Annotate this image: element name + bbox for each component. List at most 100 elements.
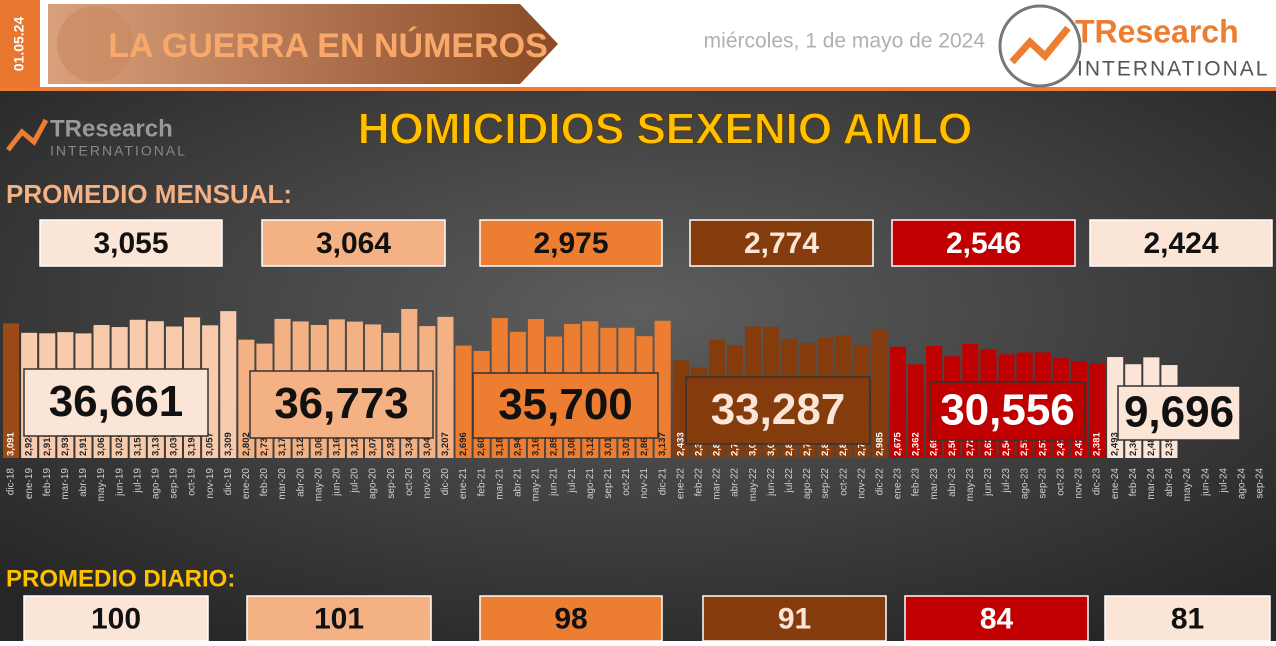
x-tick-label: feb-21 — [476, 468, 487, 497]
value-label: 2,691 — [929, 432, 940, 456]
daily-avg-text: 81 — [1171, 602, 1204, 635]
value-label: 2,802 — [241, 432, 252, 456]
value-label: 2,488 — [1146, 432, 1157, 456]
value-label: 3,036 — [168, 432, 179, 456]
x-tick-label: jun-20 — [331, 468, 342, 497]
x-tick-label: may-23 — [965, 468, 976, 502]
x-tick-label: feb-24 — [1128, 468, 1139, 497]
x-tick-label: dic-19 — [223, 468, 234, 496]
x-tick-label: ene-21 — [458, 468, 469, 500]
x-tick-label: ago-20 — [368, 468, 379, 500]
monthly-avg-text: 3,055 — [93, 227, 168, 260]
logo-mark — [1009, 25, 1071, 65]
total-box — [929, 381, 1086, 441]
monthly-avg-box — [689, 219, 874, 267]
monthly-avg-text: 3,064 — [316, 227, 391, 260]
x-tick-label: feb-23 — [911, 468, 922, 497]
date-strip — [0, 0, 40, 88]
x-tick-label: sep-22 — [820, 468, 831, 499]
value-label: 2,913 — [78, 432, 89, 456]
x-tick-label: mar-19 — [60, 468, 71, 500]
x-tick-label: mar-22 — [712, 468, 723, 500]
value-label: 2,506 — [947, 432, 958, 456]
x-tick-label: nov-20 — [422, 468, 433, 499]
value-label: 3,014 — [621, 432, 632, 456]
monthly-avg-text: 2,546 — [946, 227, 1021, 260]
value-label: 3,130 — [150, 432, 161, 456]
value-label: 2,696 — [458, 432, 469, 456]
monthly-avg-text: 2,424 — [1143, 227, 1218, 260]
monthly-avg-box — [39, 219, 223, 267]
monthly-label: PROMEDIO MENSUAL: — [6, 179, 292, 209]
x-tick-label: oct-23 — [1055, 468, 1066, 496]
x-tick-label: jun-23 — [983, 468, 994, 497]
x-tick-label: may-21 — [531, 468, 542, 502]
x-tick-label: abr-24 — [1164, 468, 1175, 497]
value-label: 2,541 — [1001, 432, 1012, 456]
value-label: 2,424 — [1073, 432, 1084, 456]
x-tick-label: dic-22 — [874, 468, 885, 496]
x-tick-label: mar-20 — [277, 468, 288, 500]
x-tick-label: ago-22 — [802, 468, 813, 500]
value-label: 3,126 — [295, 432, 306, 456]
x-tick-label: ene-19 — [24, 468, 35, 500]
logo-sub: INTERNATIONAL — [1077, 58, 1269, 81]
value-label: 2,936 — [60, 432, 71, 456]
value-label: 3,309 — [223, 432, 234, 456]
value-label: 2,985 — [874, 432, 885, 456]
value-label: 3,091 — [6, 432, 17, 456]
date-text: miércoles, 1 de mayo de 2024 — [704, 30, 986, 53]
bar — [220, 311, 237, 458]
value-label: 3,012 — [603, 432, 614, 456]
value-label: 3,207 — [440, 432, 451, 456]
monthly-avg-box — [261, 219, 446, 267]
x-tick-label: sep-24 — [1255, 468, 1266, 499]
bar — [3, 323, 20, 458]
x-tick-label: sep-23 — [1037, 468, 1048, 499]
bar — [672, 360, 689, 458]
daily-avg-box — [23, 595, 209, 642]
total-box — [1117, 385, 1241, 441]
small-logo-sub: INTERNATIONAL — [50, 143, 187, 159]
monthly-avg-box — [1089, 219, 1273, 267]
daily-avg-box — [904, 595, 1089, 642]
value-label: 2,433 — [675, 432, 686, 456]
daily-avg-text: 91 — [778, 602, 811, 635]
x-tick-label: abr-22 — [730, 468, 741, 497]
banner-icon — [57, 6, 133, 82]
x-tick-label: jul-21 — [567, 468, 578, 494]
banner-text: LA GUERRA EN NÚMEROS — [108, 27, 548, 65]
value-label: 3,171 — [277, 432, 288, 456]
value-label: 2,915 — [42, 432, 53, 456]
x-tick-label: oct-22 — [838, 468, 849, 496]
monthly-avg-text: 2,774 — [744, 227, 819, 260]
value-label: 3,198 — [187, 432, 198, 456]
x-tick-label: dic-21 — [657, 468, 668, 496]
x-tick-label: may-24 — [1182, 468, 1193, 502]
x-tick-label: sep-20 — [386, 468, 397, 499]
value-label: 2,366 — [1128, 432, 1139, 456]
x-tick-label: nov-22 — [856, 468, 867, 499]
bar — [1089, 363, 1106, 458]
value-label: 3,026 — [114, 432, 125, 456]
bar — [908, 364, 925, 458]
daily-avg-box — [702, 595, 887, 642]
value-label: 2,351 — [1164, 432, 1175, 456]
x-tick-label: ene-22 — [675, 468, 686, 500]
x-tick-label: jun-22 — [766, 468, 777, 497]
value-label: 2,362 — [911, 432, 922, 456]
total-box — [472, 372, 659, 439]
value-label: 3,043 — [422, 432, 433, 456]
total-text: 36,661 — [49, 377, 184, 426]
x-tick-label: ago-24 — [1236, 468, 1247, 500]
total-text: 35,700 — [498, 380, 633, 429]
x-tick-label: sep-19 — [169, 468, 180, 499]
total-text: 33,287 — [711, 385, 846, 434]
monthly-avg-box — [479, 219, 663, 267]
value-label: 2,732 — [259, 432, 270, 456]
x-tick-label: jul-20 — [350, 468, 361, 494]
value-label: 3,062 — [96, 432, 107, 456]
x-tick-label: ene-23 — [893, 468, 904, 500]
